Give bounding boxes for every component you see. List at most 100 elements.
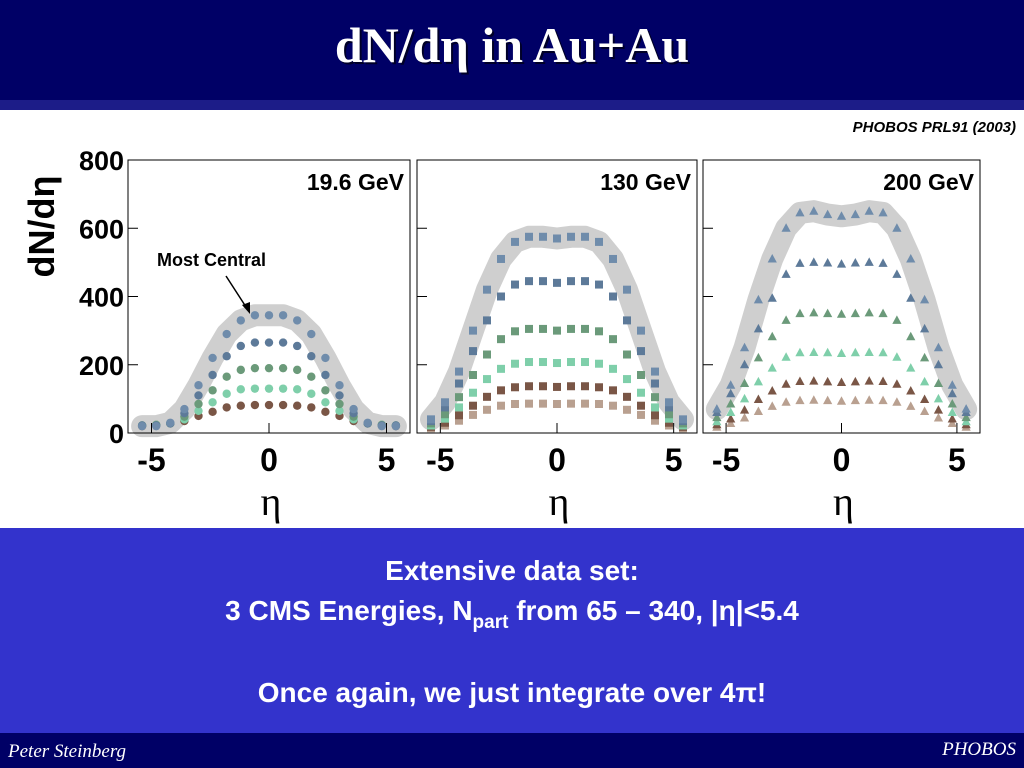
data-point [920,294,930,304]
data-point [947,414,957,423]
data-point [307,403,316,412]
data-point [293,385,302,394]
data-point [795,308,805,318]
data-point [651,379,659,388]
data-point [864,257,874,266]
data-point [906,293,916,302]
data-point [753,294,763,304]
data-point [208,370,217,380]
data-point [623,350,631,359]
data-point [836,348,847,357]
data-point [455,379,463,388]
data-point [539,399,547,408]
data-point [222,403,231,412]
data-point [567,277,575,286]
data-point [321,386,330,395]
data-point [539,277,547,286]
header-bar [0,0,1024,100]
citation: PHOBOS PRL91 (2003) [853,119,1016,136]
data-point [850,395,860,405]
data-point [850,376,860,386]
data-point [753,376,763,386]
data-point [307,352,316,361]
data-point [795,347,805,357]
charts: 0 200 400 600 800 -5 0 5 η dN/dη 19.6 GeV Most Cent… [21,146,981,524]
x-tick-label: 5 [948,442,966,478]
data-point [947,380,957,389]
data-point [933,342,944,352]
data-point [637,326,645,335]
data-point [581,382,589,391]
data-point [906,363,916,372]
data-point [497,364,505,373]
data-point [236,365,245,375]
data-point [781,223,791,232]
data-point [781,269,791,278]
data-point [637,401,645,410]
data-point [739,412,750,422]
data-point [553,278,561,287]
data-point [553,234,561,243]
data-point [726,380,736,389]
data-point [609,254,617,263]
data-point [483,375,491,384]
data-point [795,395,805,405]
text-box [0,528,1024,733]
annotation: Most Central [157,250,266,270]
data-point [469,370,477,379]
data-point [726,388,736,398]
data-point [511,327,519,336]
data-point [906,401,916,410]
data-point [307,389,316,398]
data-point [637,347,645,356]
data-point [321,398,330,407]
data-point [321,407,330,417]
data-point [809,307,819,317]
data-point [525,399,533,408]
data-point [335,406,344,416]
data-point [836,377,847,386]
subscript: part [473,612,510,633]
data-point [236,341,245,351]
data-point [947,418,957,427]
x-tick-label: -5 [137,442,165,478]
data-point [651,416,659,425]
data-point [483,316,491,325]
data-point [906,331,916,341]
data-point [595,399,603,408]
data-point [307,372,316,381]
data-point [469,410,477,419]
data-point [609,386,617,395]
data-point [293,365,302,375]
data-point [497,401,505,410]
annotation-arrowhead [242,302,250,314]
data-point [553,326,561,335]
data-point [222,372,231,381]
data-point [236,385,245,394]
data-point [920,394,930,404]
data-point [739,378,750,388]
data-point [767,363,777,372]
data-point [753,323,763,333]
data-point [567,358,575,367]
data-point [823,347,833,357]
data-point [250,311,260,320]
data-point [665,414,673,423]
data-point [377,421,386,431]
data-point [137,421,147,431]
data-point [623,316,631,325]
data-point [581,277,589,286]
data-point [349,404,358,414]
data-point [878,258,888,267]
data-point [781,379,791,388]
data-point [293,401,302,410]
data-point [712,412,722,422]
data-point [864,307,874,317]
data-point [920,406,930,416]
data-point [726,418,736,427]
data-point [441,398,449,407]
data-point [222,389,231,398]
data-point [739,393,750,403]
